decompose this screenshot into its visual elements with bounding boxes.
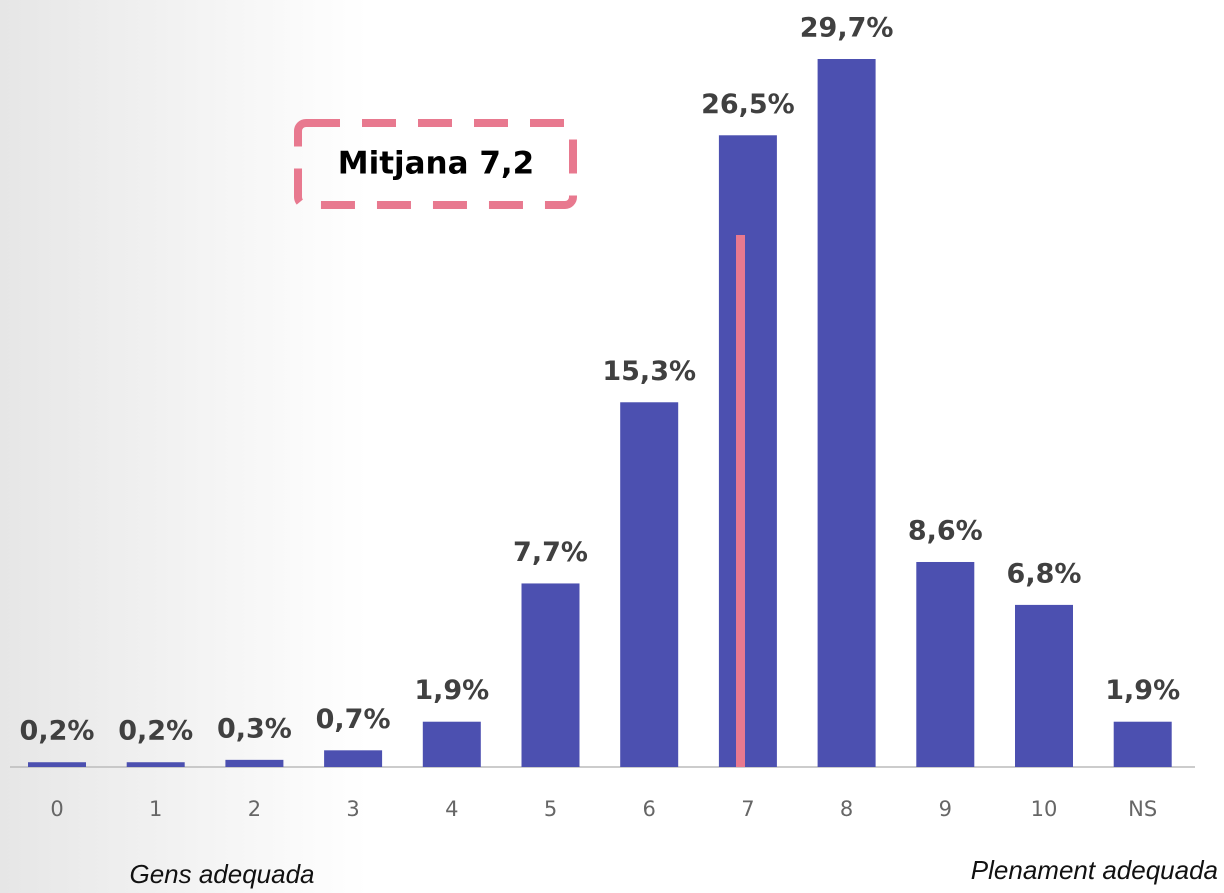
value-label: 8,6% <box>908 515 983 546</box>
annotation-box <box>294 119 577 209</box>
value-label: 1,9% <box>1105 675 1180 706</box>
bar <box>620 402 679 767</box>
bar <box>916 561 975 767</box>
x-tick-label: 10 <box>1031 797 1058 821</box>
x-tick-label: 8 <box>840 797 853 821</box>
value-label: 0,3% <box>217 713 292 744</box>
x-tick-label: 6 <box>643 797 656 821</box>
bar <box>324 750 383 767</box>
x-tick-label: 5 <box>544 797 557 821</box>
value-label: 0,2% <box>118 716 193 747</box>
x-label-right: Plenament adequada <box>971 855 1218 885</box>
annotation: Mitjana 7,2 <box>338 146 535 182</box>
bar <box>422 721 481 767</box>
x-tick-label: 0 <box>50 797 63 821</box>
value-label: 0,2% <box>20 716 95 747</box>
x-tick-label: 9 <box>939 797 952 821</box>
value-label: 0,7% <box>316 704 391 735</box>
value-label: 6,8% <box>1007 558 1082 589</box>
bar <box>718 135 777 767</box>
bar <box>126 762 185 767</box>
x-tick-label: 2 <box>248 797 261 821</box>
x-tick-label: 7 <box>741 797 754 821</box>
bar <box>225 759 284 767</box>
value-label: 1,9% <box>414 675 489 706</box>
x-tick-label: NS <box>1128 797 1157 821</box>
value-label: 29,7% <box>800 13 894 44</box>
bar <box>28 762 86 767</box>
value-label: 26,5% <box>701 89 795 120</box>
bar <box>1015 604 1073 767</box>
mean-line <box>736 235 745 767</box>
value-label: 15,3% <box>602 356 696 387</box>
x-tick-label: 1 <box>149 797 162 821</box>
x-label-left: Gens adequada <box>129 859 314 889</box>
bar <box>817 59 876 767</box>
bar <box>521 583 580 767</box>
bar <box>1113 721 1172 767</box>
x-tick-label: 3 <box>346 797 359 821</box>
x-tick-label: 4 <box>445 797 458 821</box>
value-label: 7,7% <box>513 537 588 568</box>
